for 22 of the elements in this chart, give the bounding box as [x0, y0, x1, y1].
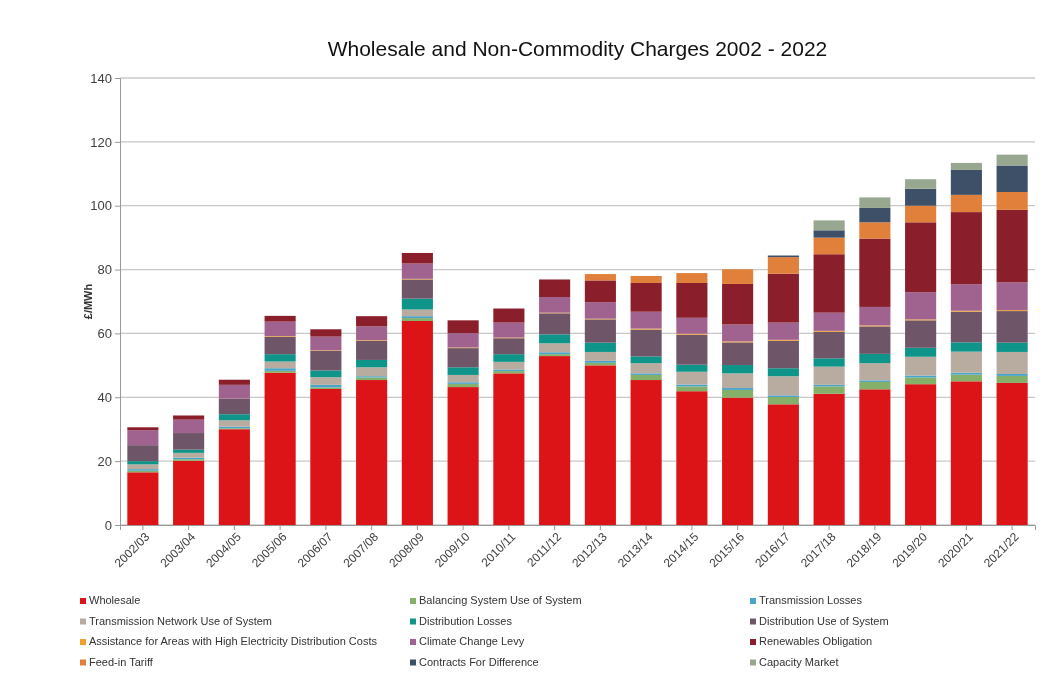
y-tick-label: 100 [90, 198, 112, 214]
legend-label: Capacity Market [759, 655, 839, 668]
legend-label: Transmission Network Use of System [89, 614, 272, 627]
legend-label: Distribution Use of System [759, 614, 889, 627]
legend-label: Transmission Losses [759, 594, 863, 606]
legend-label: Distribution Losses [419, 614, 513, 627]
y-tick-label: 40 [97, 389, 112, 405]
legend-label: Climate Change Levy [419, 635, 525, 647]
legend-label: Renewables Obligation [759, 635, 873, 647]
y-tick-label: 140 [90, 70, 112, 86]
y-tick-label: 80 [97, 262, 112, 278]
legend-label: Balancing System Use of System [419, 594, 582, 606]
legend-label: Assistance for Areas with High Electricity Distribution Costs [89, 635, 378, 647]
legend-label: Contracts For Difference [419, 655, 539, 668]
legend-label: Wholesale [89, 594, 141, 606]
y-tick-label: 120 [90, 134, 112, 150]
y-tick-label: 20 [97, 453, 112, 469]
y-tick-label: 0 [104, 517, 112, 533]
y-axis-title: £/MWh [82, 283, 94, 320]
legend-label: Feed-in Tariff [89, 655, 154, 668]
y-tick-label: 60 [97, 326, 112, 342]
chart-title: Wholesale and Non-Commodity Charges 2002 - 2022 [327, 37, 828, 60]
